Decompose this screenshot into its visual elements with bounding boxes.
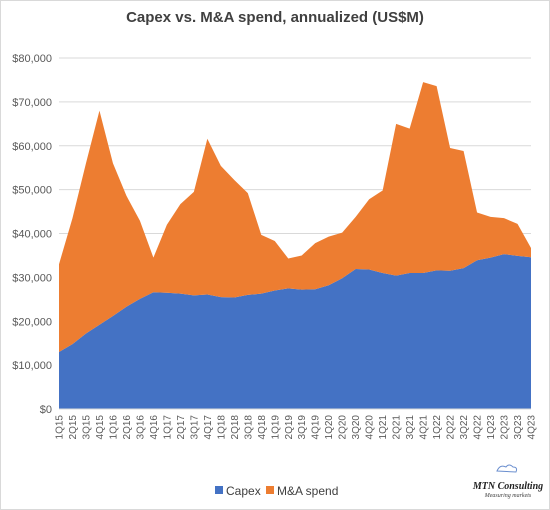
x-tick-label: 2Q19 <box>284 415 295 440</box>
x-tick-label: 2Q17 <box>176 415 187 440</box>
legend: Capex M&A spend <box>215 484 338 498</box>
x-tick-label: 4Q23 <box>527 415 538 440</box>
legend-swatch-ma <box>266 486 274 494</box>
x-tick-label: 4Q22 <box>473 415 484 440</box>
y-tick-label: $0 <box>40 404 52 416</box>
x-tick-label: 1Q20 <box>324 415 335 440</box>
x-tick-label: 2Q16 <box>122 415 133 440</box>
y-tick-label: $40,000 <box>12 229 52 241</box>
x-tick-label: 3Q23 <box>513 415 524 440</box>
x-tick-label: 2Q20 <box>338 415 349 440</box>
x-tick-label: 2Q18 <box>230 415 241 440</box>
x-tick-label: 2Q22 <box>446 415 457 440</box>
y-tick-label: $70,000 <box>12 97 52 109</box>
area-ma-spend <box>59 82 531 352</box>
x-tick-label: 3Q22 <box>459 415 470 440</box>
y-tick-label: $80,000 <box>12 53 52 65</box>
x-tick-label: 4Q18 <box>257 415 268 440</box>
x-tick-label: 2Q21 <box>392 415 403 440</box>
y-tick-label: $20,000 <box>12 316 52 328</box>
y-tick-label: $50,000 <box>12 185 52 197</box>
x-tick-label: 3Q18 <box>243 415 254 440</box>
y-axis-ticks: $0 $10,000 $20,000 $30,000 $40,000 $50,000 $60… <box>12 53 52 416</box>
x-tick-label: 4Q15 <box>95 415 106 440</box>
logo-name: MTN Consulting <box>472 481 543 492</box>
x-tick-label: 4Q16 <box>149 415 160 440</box>
y-tick-label: $60,000 <box>12 141 52 153</box>
x-tick-label: 1Q16 <box>108 415 119 440</box>
x-tick-label: 3Q17 <box>189 415 200 440</box>
x-tick-label: 2Q23 <box>500 415 511 440</box>
y-tick-label: $30,000 <box>12 272 52 284</box>
x-tick-label: 1Q15 <box>55 415 66 440</box>
x-tick-label: 1Q21 <box>378 415 389 440</box>
x-tick-label: 3Q20 <box>351 415 362 440</box>
x-tick-label: 4Q20 <box>365 415 376 440</box>
x-tick-label: 4Q21 <box>419 415 430 440</box>
logo: MTN Consulting Measuring markets <box>472 464 543 499</box>
x-tick-label: 3Q15 <box>81 415 92 440</box>
plot-areas <box>59 82 531 410</box>
area-capex <box>59 254 531 409</box>
x-tick-label: 4Q17 <box>203 415 214 440</box>
x-tick-label: 1Q18 <box>216 415 227 440</box>
x-tick-label: 1Q22 <box>432 415 443 440</box>
x-tick-label: 1Q19 <box>270 415 281 440</box>
x-tick-label: 2Q15 <box>68 415 79 440</box>
logo-tagline: Measuring markets <box>484 493 532 499</box>
x-tick-label: 4Q19 <box>311 415 322 440</box>
y-tick-label: $10,000 <box>12 360 52 372</box>
x-tick-label: 3Q19 <box>297 415 308 440</box>
x-axis-ticks: 1Q15 2Q15 3Q15 4Q15 1Q16 2Q16 3Q16 4Q16 1Q17 2Q17… <box>55 415 538 440</box>
legend-label-capex: Capex <box>226 484 261 498</box>
x-tick-label: 3Q16 <box>135 415 146 440</box>
x-tick-label: 3Q21 <box>405 415 416 440</box>
legend-swatch-capex <box>215 486 223 494</box>
chart-title: Capex vs. M&A spend, annualized (US$M) <box>126 9 424 26</box>
x-tick-label: 1Q17 <box>162 415 173 440</box>
cloud-icon <box>496 464 518 473</box>
legend-label-ma: M&A spend <box>277 484 338 498</box>
x-tick-label: 1Q23 <box>486 415 497 440</box>
